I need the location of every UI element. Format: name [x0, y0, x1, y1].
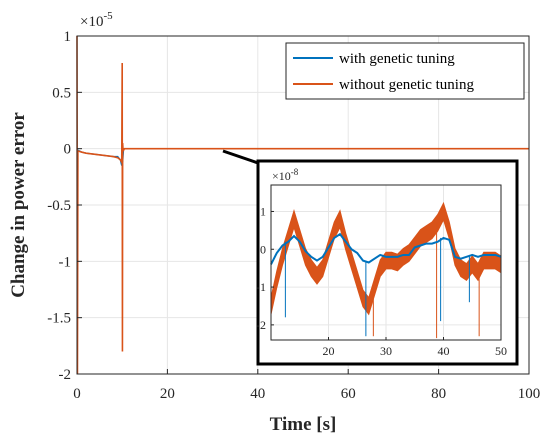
y-axis-label: Change in power error [8, 112, 29, 298]
y-tick-label: -0.5 [47, 198, 71, 214]
inset-y-axis-ticks: 1 0 -1 -2 [256, 204, 274, 332]
legend-label-with-genetic-tuning: with genetic tuning [339, 51, 455, 67]
y-tick-label: 1 [64, 29, 72, 45]
y-exponent-label: ×10-5 [80, 10, 113, 30]
y-exponent-base: ×10 [80, 14, 103, 30]
inset-series [270, 201, 502, 339]
inset-y-tick-label: -2 [256, 318, 266, 332]
inset-x-tick-label: 30 [380, 344, 392, 358]
inset-exponent-power: -8 [291, 167, 299, 177]
y-tick-label: -1.5 [47, 311, 71, 327]
main-series [76, 35, 529, 375]
x-tick-label: 40 [250, 386, 265, 402]
inset-exponent-base: ×10 [272, 169, 291, 183]
y-tick-label: -2 [59, 367, 72, 383]
y-axis-ticks: 1 0.5 0 -0.5 -1 -1.5 -2 [47, 29, 82, 383]
x-axis-ticks: 0 20 40 60 80 100 [73, 369, 540, 402]
legend: with genetic tuning without genetic tuni… [285, 42, 525, 100]
inset-connector-line [222, 149, 259, 165]
inset-y-tick-label: -1 [256, 280, 266, 294]
inset-y-tick-label: 0 [260, 242, 266, 256]
inset-exponent-label: ×10-8 [272, 167, 299, 183]
legend-label-without-genetic-tuning: without genetic tuning [339, 77, 474, 93]
x-tick-label: 80 [431, 386, 446, 402]
y-exponent-power: -5 [103, 10, 113, 22]
inset-x-tick-label: 50 [495, 344, 507, 358]
x-axis-label: Time [s] [270, 414, 337, 435]
inset-x-tick-label: 40 [438, 344, 450, 358]
y-tick-label: -1 [59, 254, 72, 270]
y-tick-label: 0.5 [52, 85, 71, 101]
inset-chart: 20 30 40 50 1 0 -1 -2 ×10-8 [256, 159, 519, 366]
legend-box [285, 42, 525, 100]
x-tick-label: 20 [160, 386, 175, 402]
x-tick-label: 60 [341, 386, 356, 402]
x-tick-label: 100 [518, 386, 541, 402]
inset-y-tick-label: 1 [260, 204, 266, 218]
series-line-1 [76, 35, 529, 375]
y-tick-label: 0 [64, 142, 72, 158]
inset-x-tick-label: 20 [323, 344, 335, 358]
inset-x-axis-ticks: 20 30 40 50 [323, 337, 507, 358]
inset-series-line-with-genetic-tuning [270, 232, 502, 265]
x-tick-label: 0 [73, 386, 81, 402]
